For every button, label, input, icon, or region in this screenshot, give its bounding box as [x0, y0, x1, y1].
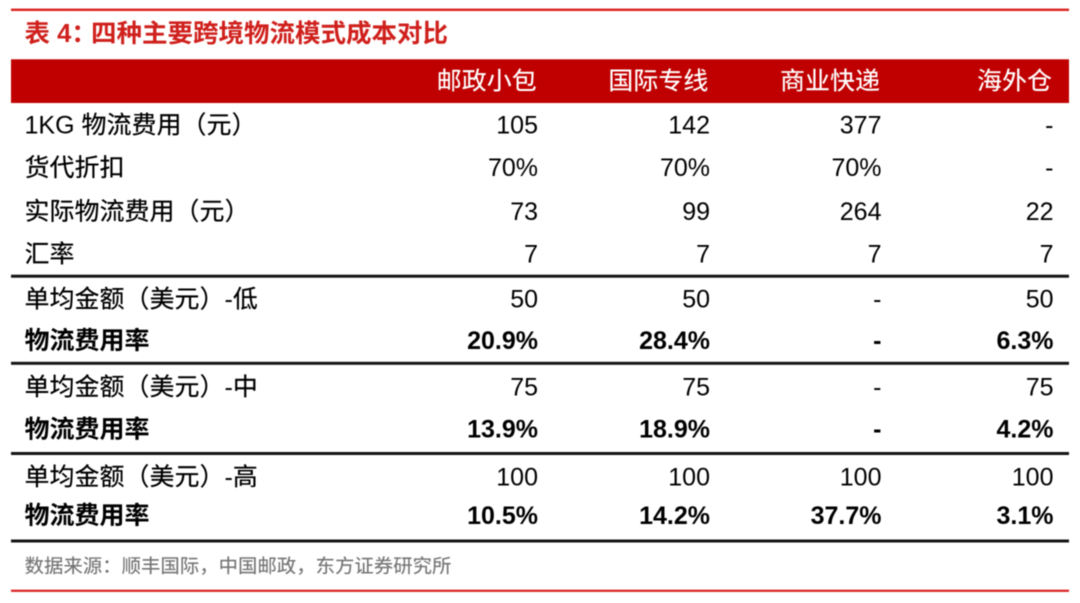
svg-text:264: 264 [840, 198, 882, 226]
svg-text:7: 7 [868, 241, 882, 269]
svg-text:105: 105 [496, 112, 538, 140]
svg-text:28.4%: 28.4% [639, 327, 710, 355]
svg-text:73: 73 [510, 198, 538, 226]
svg-text:75: 75 [1026, 373, 1054, 401]
svg-text:-: - [873, 327, 881, 355]
svg-text:7: 7 [524, 241, 538, 269]
svg-text:-: - [225, 286, 233, 314]
svg-text:10.5%: 10.5% [467, 502, 538, 530]
svg-text:4.2%: 4.2% [997, 416, 1054, 444]
svg-text:75: 75 [510, 373, 538, 401]
svg-text:20.9%: 20.9% [467, 327, 538, 355]
svg-text:-: - [1045, 154, 1053, 182]
svg-text:13.9%: 13.9% [467, 416, 538, 444]
svg-text:100: 100 [840, 463, 882, 491]
svg-text:37.7%: 37.7% [811, 502, 882, 530]
svg-text:18.9%: 18.9% [639, 416, 710, 444]
svg-text:50: 50 [510, 286, 538, 314]
svg-text:-: - [1045, 112, 1053, 140]
svg-text:1KG: 1KG [25, 112, 75, 140]
svg-text:50: 50 [1026, 286, 1054, 314]
svg-text:70%: 70% [831, 154, 881, 182]
svg-text:70%: 70% [660, 154, 710, 182]
svg-text:75: 75 [682, 373, 710, 401]
svg-text:377: 377 [840, 112, 882, 140]
svg-text:6.3%: 6.3% [997, 327, 1054, 355]
svg-text:22: 22 [1026, 198, 1054, 226]
svg-text:100: 100 [1012, 463, 1054, 491]
svg-text:-: - [225, 373, 233, 401]
svg-text:7: 7 [696, 241, 710, 269]
svg-text:-: - [873, 286, 881, 314]
svg-text:14.2%: 14.2% [639, 502, 710, 530]
svg-text:100: 100 [668, 463, 710, 491]
svg-text:3.1%: 3.1% [997, 502, 1054, 530]
svg-text:-: - [225, 463, 233, 491]
svg-text:142: 142 [668, 112, 710, 140]
svg-text:50: 50 [682, 286, 710, 314]
svg-text:100: 100 [496, 463, 538, 491]
svg-text:99: 99 [682, 198, 710, 226]
svg-text:70%: 70% [488, 154, 538, 182]
svg-text:-: - [873, 373, 881, 401]
svg-text:-: - [873, 416, 881, 444]
svg-text:4: 4 [57, 20, 72, 48]
svg-text:7: 7 [1040, 241, 1054, 269]
